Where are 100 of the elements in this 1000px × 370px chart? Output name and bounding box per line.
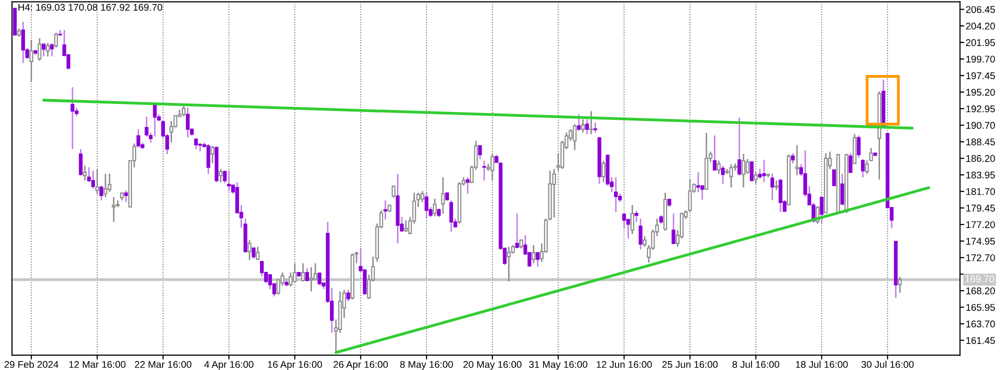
x-tick-label: 20 May 16:00 [463, 361, 522, 370]
candlestick [630, 204, 634, 235]
y-tick-label: 186.20 [966, 155, 995, 162]
y-tick-label: 181.70 [966, 188, 995, 196]
candlestick [848, 152, 852, 174]
y-tick-label: 168.20 [966, 287, 995, 294]
candlestick [626, 218, 630, 240]
candlestick [252, 247, 256, 260]
candlestick [742, 153, 746, 188]
candlestick [482, 160, 486, 182]
y-tick-label: 204.20 [966, 22, 995, 30]
candlestick [585, 118, 589, 135]
candlestick [292, 262, 297, 284]
candlestick [581, 118, 585, 134]
y-tick-label: 172.70 [966, 254, 995, 262]
candlestick [770, 173, 774, 201]
candlestick [136, 128, 140, 148]
candlestick [309, 266, 314, 292]
candlestick [762, 159, 766, 183]
candlestick [104, 173, 108, 198]
candlestick [29, 39, 34, 82]
candlestick [227, 170, 231, 192]
candlestick [432, 198, 437, 217]
candlestick [42, 42, 46, 58]
candlestick [91, 170, 95, 190]
candlestick [95, 168, 100, 194]
candlestick [346, 289, 350, 302]
candlestick [729, 163, 733, 188]
candlestick [46, 42, 50, 58]
candlestick [305, 267, 310, 282]
candlestick [856, 134, 861, 158]
candlestick [750, 160, 754, 182]
candlestick [50, 42, 54, 58]
candlestick [795, 144, 799, 176]
candlestick [634, 210, 638, 223]
candlestick [152, 102, 157, 138]
candlestick [420, 190, 424, 203]
candlestick [572, 124, 577, 151]
y-tick-label: 195.20 [966, 88, 995, 96]
x-tick-label: 8 Jul 16:00 [732, 360, 780, 368]
candlestick [593, 122, 598, 134]
y-tick-label: 179.45 [966, 204, 995, 212]
x-tick-label: 12 Jun 16:00 [596, 361, 652, 368]
candlestick [186, 107, 190, 138]
candlestick [424, 192, 428, 220]
candlestick [840, 173, 844, 206]
x-tick-label: 4 Apr 16:00 [204, 361, 254, 370]
candlestick [38, 38, 42, 62]
candlestick [672, 212, 676, 245]
candlestick [898, 276, 902, 294]
chart-title: H4: 169.03 170.08 167.92 169.70 [18, 4, 162, 11]
y-tick-label: 174.95 [966, 238, 995, 245]
candlestick [515, 212, 519, 250]
candlestick [716, 160, 721, 175]
x-tick-label: 22 Mar 16:00 [134, 361, 192, 368]
candlestick [248, 239, 252, 261]
candlestick [441, 176, 445, 214]
candlestick [54, 32, 58, 48]
candlestick [778, 178, 782, 213]
y-tick-label: 163.70 [966, 320, 995, 328]
candlestick [552, 168, 556, 218]
candlestick [301, 262, 305, 282]
y-tick-label: 192.95 [966, 105, 995, 112]
y-tick-label: 190.70 [966, 122, 995, 129]
candlestick [404, 220, 408, 233]
candlestick [392, 184, 396, 198]
candlestick [21, 21, 25, 64]
candlestick [589, 110, 594, 135]
candlestick [860, 158, 865, 178]
candlestick [737, 117, 742, 176]
x-tick-label: 25 Jun 16:00 [662, 361, 718, 368]
x-tick-label: 26 Apr 16:00 [334, 361, 388, 370]
candlestick [832, 168, 836, 186]
y-tick-label: 183.95 [966, 172, 995, 178]
x-tick-label: 16 Apr 16:00 [268, 361, 322, 370]
candlestick [449, 200, 454, 233]
candlestick [576, 114, 581, 132]
candlestick [506, 246, 511, 282]
y-tick-label: 197.45 [966, 72, 995, 80]
candlestick [99, 184, 104, 202]
x-tick-label: 29 Feb 2024 [4, 360, 58, 368]
candlestick [602, 160, 606, 183]
y-tick-label: 177.20 [966, 221, 995, 228]
y-tick-label: 206.45 [966, 6, 995, 13]
candlestick [791, 152, 795, 164]
candlestick [124, 190, 128, 203]
y-tick-label: 201.95 [966, 39, 995, 46]
candlestick [536, 252, 540, 268]
y-tick-label: 161.45 [966, 337, 995, 344]
candlestick [276, 278, 280, 296]
candlestick [774, 180, 778, 191]
candlestick [712, 134, 717, 172]
candlestick [478, 144, 482, 160]
candlestick [70, 86, 74, 150]
candlestick [746, 158, 750, 174]
candlestick [78, 148, 83, 176]
candlestick [210, 145, 214, 164]
x-tick-label: 31 May 16:00 [529, 361, 588, 370]
candlestick [754, 172, 758, 185]
candlestick [532, 244, 536, 264]
